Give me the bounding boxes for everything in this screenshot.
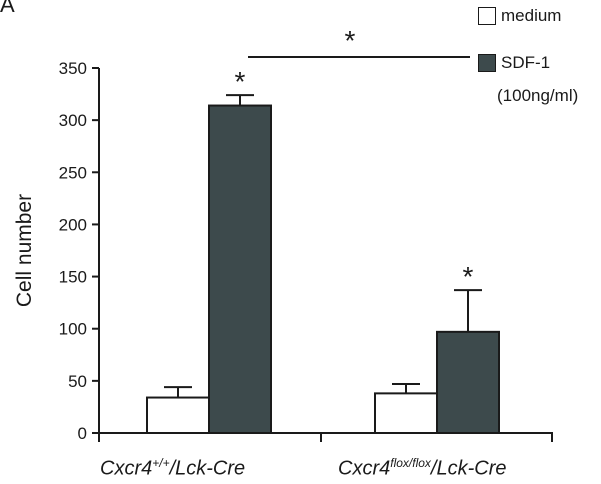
category-label-base: Cxcr4 (100, 457, 153, 480)
y-tick-label: 100 (59, 320, 87, 339)
y-tick-label: 300 (59, 111, 87, 130)
category-label-sup: flox/flox (390, 456, 431, 470)
legend-swatch-sdf1 (478, 54, 496, 72)
legend-label-sdf1: SDF-1 (501, 53, 551, 72)
y-tick-label: 0 (78, 424, 87, 443)
legend-note: (100ng/ml) (497, 86, 578, 106)
bar-medium-0 (146, 396, 210, 434)
significance-star: * (345, 25, 356, 56)
legend-item-medium: medium (478, 6, 561, 26)
category-label-suffix: /Lck-Cre (430, 457, 507, 480)
y-tick-label: 50 (68, 372, 87, 391)
category-label-sup: +/+ (152, 456, 170, 470)
category-label-base: Cxcr4 (338, 457, 391, 480)
legend-note-text: (100ng/ml) (497, 86, 579, 105)
legend-label-medium: medium (501, 6, 562, 25)
category-label-wildtype: Cxcr4+/+/Lck-Cre (100, 456, 245, 481)
y-tick-label: 250 (59, 163, 87, 182)
category-label-suffix: /Lck-Cre (169, 457, 246, 480)
bar-medium-1 (374, 392, 438, 434)
panel-label: A (0, 0, 15, 17)
bar-sdf1-0 (208, 104, 272, 435)
significance-star: * (235, 66, 246, 97)
bar-sdf1-1 (436, 330, 500, 435)
significance-star: * (463, 261, 474, 292)
legend-swatch-medium (478, 7, 496, 25)
category-label-knockout: Cxcr4flox/flox/Lck-Cre (338, 456, 507, 481)
y-tick-label: 350 (59, 59, 87, 78)
legend-item-sdf1: SDF-1 (478, 53, 550, 73)
y-tick-label: 150 (59, 268, 87, 287)
y-tick-label: 200 (59, 215, 87, 234)
y-axis-title: Cell number (13, 194, 36, 307)
